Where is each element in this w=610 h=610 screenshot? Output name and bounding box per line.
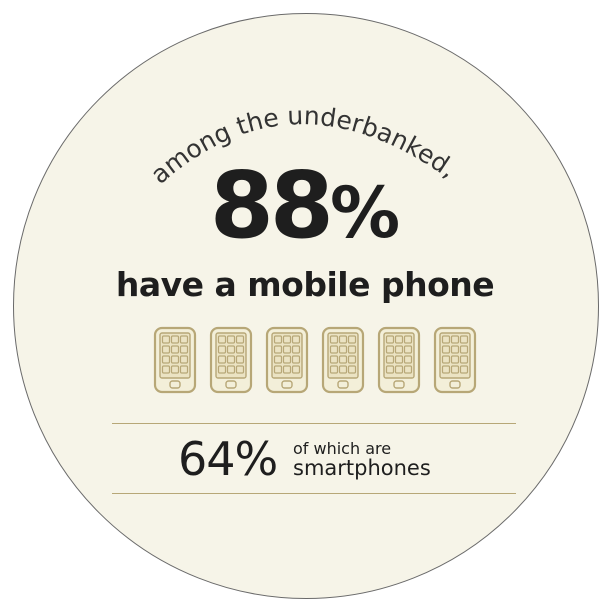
top-divider: [112, 423, 516, 424]
headline-percentage-sign: %: [329, 172, 401, 254]
bottom-divider: [112, 493, 516, 494]
mobile-phone-icon: [209, 326, 253, 394]
smartphone-stat-line2: smartphones: [293, 456, 431, 480]
mobile-phone-icon: [433, 326, 477, 394]
mobile-phone-icon: [321, 326, 365, 394]
mobile-phone-icon: [377, 326, 421, 394]
headline-percentage: 88%: [0, 160, 610, 252]
background-circle: [13, 13, 599, 599]
mobile-phone-icon: [265, 326, 309, 394]
smartphone-stat-line1: of which are: [293, 439, 392, 458]
headline-percentage-number: 88: [209, 152, 334, 259]
smartphone-stat: 64% of which are smartphones: [0, 436, 610, 486]
mobile-phone-icon: [153, 326, 197, 394]
smartphone-stat-value: 64%: [178, 432, 278, 486]
headline-text: have a mobile phone: [115, 265, 495, 304]
phone-icons-row: [153, 326, 477, 396]
